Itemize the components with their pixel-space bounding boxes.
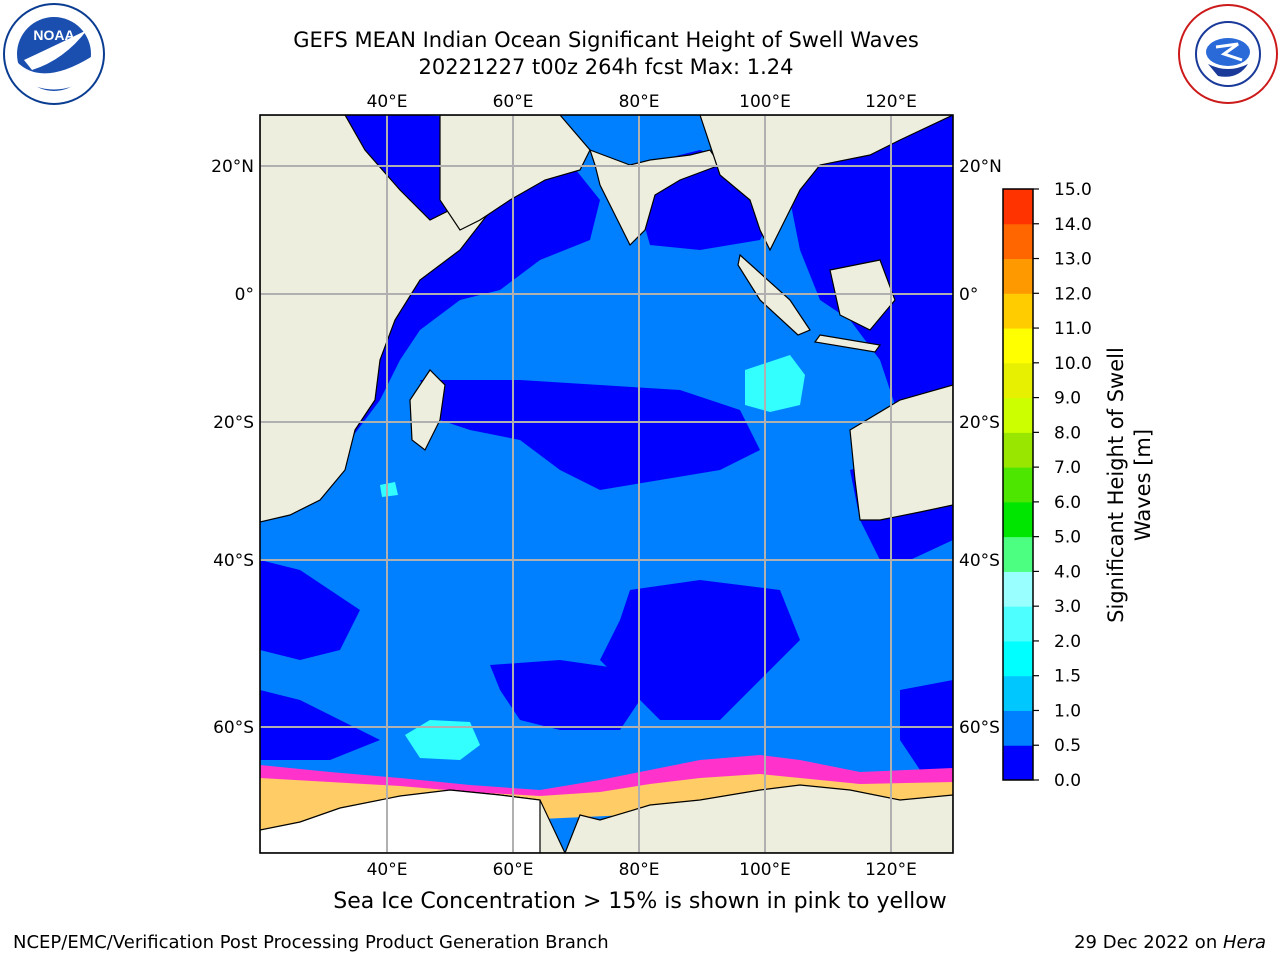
lat-tick-right-0: 20°N bbox=[959, 157, 1002, 177]
colorbar-segment-8 bbox=[1003, 467, 1033, 503]
colorbar-label-2: 1.0 bbox=[1054, 701, 1081, 721]
colorbar-segment-9 bbox=[1003, 432, 1033, 468]
colorbar-label-7: 5.0 bbox=[1054, 528, 1081, 548]
colorbar-label-9: 7.0 bbox=[1054, 458, 1081, 478]
lon-tick-bottom-0: 40°E bbox=[367, 860, 408, 880]
colorbar-segment-13 bbox=[1003, 293, 1033, 329]
map-title: GEFS MEAN Indian Ocean Significant Heigh… bbox=[293, 28, 919, 52]
colorbar-label-14: 12.0 bbox=[1054, 284, 1092, 304]
colorbar-title-line2: Waves [m] bbox=[1131, 428, 1155, 542]
colorbar-frame bbox=[1002, 188, 1034, 781]
colorbar-segment-12 bbox=[1003, 328, 1033, 364]
colorbar-title-line1: Significant Height of Swell bbox=[1104, 347, 1128, 623]
map-frame bbox=[259, 114, 954, 854]
colorbar-label-13: 11.0 bbox=[1054, 319, 1092, 339]
lon-tick-top-2: 80°E bbox=[619, 92, 660, 112]
lat-tick-left-0: 20°N bbox=[211, 157, 254, 177]
colorbar-segment-1 bbox=[1003, 710, 1033, 746]
antarctic-ice-shelf bbox=[260, 789, 541, 853]
cyan-swell-regions bbox=[380, 355, 805, 760]
lat-tick-left-1: 0° bbox=[235, 285, 254, 305]
colorbar: 0.0 0.5 1.0 1.5 2.0 3.0 4.0 5.0 6.0 7.0 8.0 9.0 10.0… bbox=[1002, 180, 1092, 791]
colorbar-segment-15 bbox=[1003, 223, 1033, 260]
colorbar-label-6: 4.0 bbox=[1054, 562, 1081, 582]
footer-date-text: 29 Dec 2022 on bbox=[1074, 932, 1223, 953]
southeast-asia bbox=[699, 115, 953, 252]
colorbar-label-12: 10.0 bbox=[1054, 354, 1092, 374]
colorbar-segment-11 bbox=[1003, 362, 1033, 399]
map-subtitle: 20221227 t00z 264h fcst Max: 1.24 bbox=[418, 55, 794, 79]
madagascar bbox=[409, 369, 446, 451]
colorbar-segment-3 bbox=[1003, 640, 1033, 677]
colorbar-label-17: 15.0 bbox=[1054, 180, 1092, 200]
map-area bbox=[260, 115, 953, 853]
lon-tick-top-3: 100°E bbox=[739, 92, 791, 112]
colorbar-segment-2 bbox=[1003, 675, 1033, 711]
colorbar-label-8: 6.0 bbox=[1054, 493, 1081, 513]
map-gridlines bbox=[260, 115, 953, 853]
colorbar-label-0: 0.0 bbox=[1054, 771, 1081, 791]
colorbar-label-11: 9.0 bbox=[1054, 389, 1081, 409]
footer-date: 29 Dec 2022 on Hera bbox=[1074, 932, 1266, 953]
java bbox=[813, 334, 882, 353]
arabia bbox=[439, 115, 591, 231]
lon-tick-bottom-3: 100°E bbox=[739, 860, 791, 880]
colorbar-label-3: 1.5 bbox=[1054, 667, 1081, 687]
lat-tick-right-1: 0° bbox=[959, 285, 978, 305]
colorbar-label-10: 8.0 bbox=[1054, 423, 1081, 443]
lon-tick-bottom-1: 60°E bbox=[493, 860, 534, 880]
colorbar-title: Significant Height of Swell Waves [m] bbox=[1103, 325, 1157, 645]
lon-tick-top-1: 60°E bbox=[493, 92, 534, 112]
colorbar-segment-0 bbox=[1003, 745, 1033, 781]
footer-machine: Hera bbox=[1222, 932, 1266, 953]
colorbar-segment-6 bbox=[1003, 536, 1033, 572]
sea-ice-caption: Sea Ice Concentration > 15% is shown in … bbox=[333, 889, 947, 914]
colorbar-segment-4 bbox=[1003, 606, 1033, 642]
colorbar-label-15: 13.0 bbox=[1054, 250, 1092, 270]
lat-tick-left-3: 40°S bbox=[213, 551, 254, 571]
lat-tick-left-2: 20°S bbox=[213, 413, 254, 433]
svg-text:NOAA: NOAA bbox=[33, 27, 74, 43]
colorbar-segment-5 bbox=[1003, 571, 1033, 607]
nws-logo bbox=[1176, 2, 1280, 106]
lon-tick-top-0: 40°E bbox=[367, 92, 408, 112]
lon-tick-bottom-2: 80°E bbox=[619, 860, 660, 880]
colorbar-segment-7 bbox=[1003, 501, 1033, 538]
colorbar-label-16: 14.0 bbox=[1054, 215, 1092, 235]
colorbar-label-1: 0.5 bbox=[1054, 736, 1081, 756]
lat-tick-right-3: 40°S bbox=[959, 551, 1000, 571]
colorbar-label-5: 3.0 bbox=[1054, 597, 1081, 617]
lat-tick-right-2: 20°S bbox=[959, 413, 1000, 433]
lat-tick-left-4: 60°S bbox=[213, 718, 254, 738]
colorbar-segment-14 bbox=[1003, 258, 1033, 294]
australia bbox=[849, 384, 953, 521]
colorbar-label-4: 2.0 bbox=[1054, 632, 1081, 652]
india bbox=[589, 148, 721, 247]
colorbar-segment-16 bbox=[1003, 189, 1033, 225]
lon-tick-top-4: 120°E bbox=[865, 92, 917, 112]
lon-tick-bottom-4: 120°E bbox=[865, 860, 917, 880]
footer-credit: NCEP/EMC/Verification Post Processing Pr… bbox=[13, 932, 609, 953]
map-axis-ticks: 40°E 40°E 60°E 60°E 80°E 80°E 100°E 100°E 120°E 1… bbox=[211, 92, 1002, 880]
lat-tick-right-4: 60°S bbox=[959, 718, 1000, 738]
colorbar-segment-10 bbox=[1003, 397, 1033, 433]
noaa-logo: NOAA bbox=[2, 2, 106, 106]
